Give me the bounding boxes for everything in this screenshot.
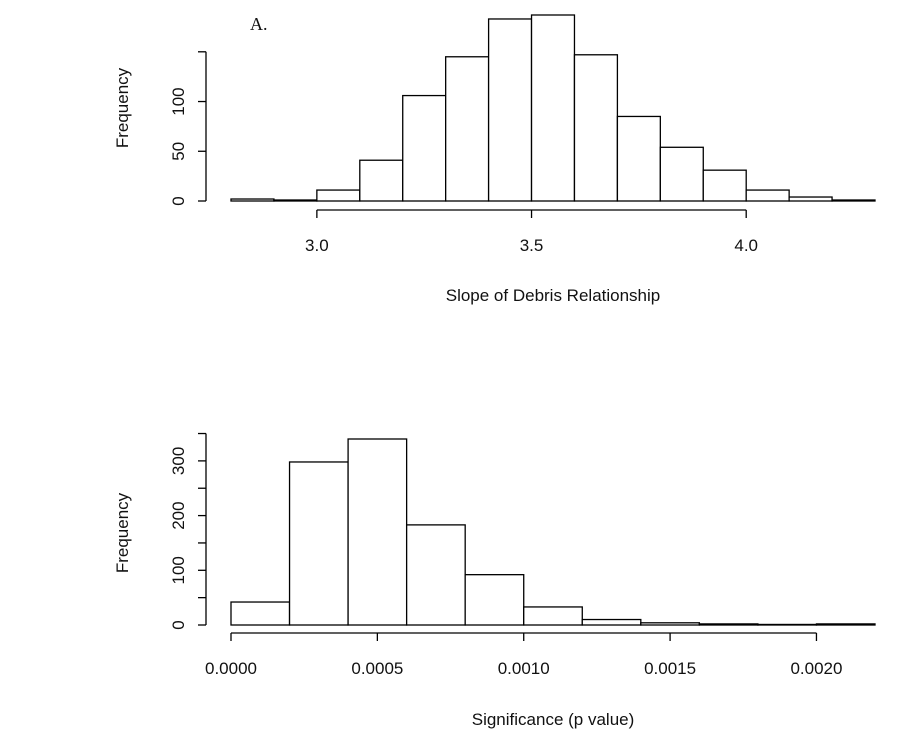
histogram-bar [616, 115, 661, 202]
y-tick-label: 0 [169, 620, 188, 629]
x-tick-label: 0.0010 [498, 659, 550, 678]
histogram-bar [815, 623, 876, 626]
y-tick-label: 100 [169, 556, 188, 584]
histogram-bar [347, 438, 408, 626]
histogram-bar [831, 199, 876, 202]
histogram-bar [581, 618, 642, 626]
panel-label: A. [250, 14, 268, 34]
histogram-bar [698, 623, 759, 626]
y-tick-label: 100 [169, 87, 188, 115]
y-axis-title: Frequency [113, 492, 132, 573]
histogram-bar [402, 94, 447, 202]
histogram-slope: A. Frequency Slope of Debris Relationshi… [113, 14, 876, 305]
histogram-bar [273, 199, 318, 202]
y-tick-label: 300 [169, 447, 188, 475]
histogram-bar [405, 524, 466, 626]
histogram-bar [464, 574, 525, 626]
histogram-bar [788, 196, 833, 202]
y-tick-label: 200 [169, 501, 188, 529]
histogram-bar [640, 622, 701, 626]
histogram-bar [702, 169, 747, 202]
y-axis-title: Frequency [113, 67, 132, 148]
x-tick-label: 0.0020 [790, 659, 842, 678]
histogram-bar [445, 56, 490, 202]
x-axis-title: Significance (p value) [472, 710, 635, 729]
histogram-bar [523, 606, 583, 626]
histogram-bar [745, 189, 790, 202]
histogram-bar [230, 198, 275, 202]
histogram-pvalue: Frequency Significance (p value) 0 100 200… [113, 432, 876, 729]
histogram-bar [757, 623, 818, 626]
histogram-bar [288, 461, 349, 626]
x-tick-label: 0.0005 [351, 659, 403, 678]
x-tick-label: 3.0 [305, 236, 329, 255]
y-tick-label: 50 [169, 142, 188, 161]
histogram-bar [359, 159, 404, 202]
histogram-bar [487, 18, 533, 202]
histogram-bar [316, 189, 361, 202]
histogram-bar [230, 601, 291, 626]
histogram-bar [659, 146, 704, 202]
x-tick-label: 0.0000 [205, 659, 257, 678]
y-tick-label: 0 [169, 196, 188, 205]
x-tick-label: 4.0 [734, 236, 758, 255]
x-axis-title: Slope of Debris Relationship [446, 286, 661, 305]
x-tick-label: 3.5 [520, 236, 544, 255]
histogram-bar [530, 14, 576, 202]
histogram-bar [573, 54, 619, 202]
x-tick-label: 0.0015 [644, 659, 696, 678]
